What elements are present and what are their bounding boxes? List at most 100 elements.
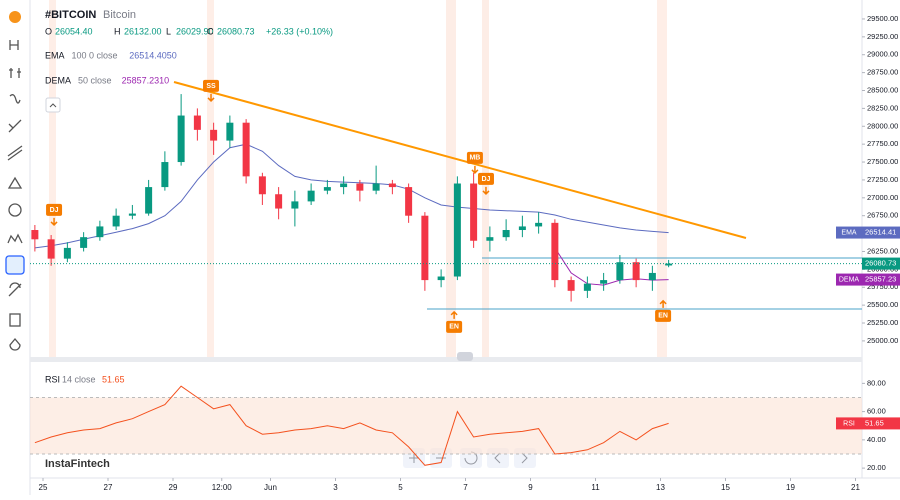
y-tick-label: 26250.00 <box>867 246 898 255</box>
y-tick-label: 25500.00 <box>867 300 898 309</box>
tool-icon[interactable] <box>7 176 23 189</box>
rsi-value: 51.65 <box>102 374 125 384</box>
rsi-band <box>30 397 862 454</box>
candle-body <box>63 247 71 259</box>
candle-body <box>405 187 413 216</box>
candle-body <box>356 183 364 191</box>
x-tick-label: 7 <box>463 483 468 492</box>
y-tick-label: 29500.00 <box>867 14 898 23</box>
y-tick-label: 25000.00 <box>867 336 898 345</box>
candle-body <box>567 280 575 291</box>
y-tick-label: 27000.00 <box>867 193 898 202</box>
y-tick-label: 27500.00 <box>867 157 898 166</box>
candle-body <box>470 183 478 241</box>
signal-arrow <box>482 186 490 195</box>
candle-body <box>486 237 494 241</box>
price-tag-name-bg <box>836 417 862 430</box>
candle-body <box>258 176 266 195</box>
signal-label: SS <box>206 83 216 90</box>
indicator-name: DEMA <box>45 75 71 85</box>
y-tick-label: 60.00 <box>867 407 886 416</box>
candle-body <box>161 162 169 188</box>
signal-box <box>466 151 483 164</box>
price-tag-name: DEMA <box>839 276 860 283</box>
candle-body <box>340 183 348 188</box>
price-tag-name: EMA <box>841 229 857 236</box>
candle-body <box>128 213 136 216</box>
candle-body <box>291 201 299 209</box>
logo[interactable] <box>9 11 21 23</box>
signal-label: EN <box>449 324 459 331</box>
tool-icon[interactable] <box>7 145 23 161</box>
tool-icon[interactable] <box>7 233 23 244</box>
candle-body <box>632 262 640 281</box>
x-tick-label: 19 <box>786 483 795 492</box>
candle-body <box>665 263 673 266</box>
y-tick-label: 28250.00 <box>867 103 898 112</box>
y-tick-label: 40.00 <box>867 435 886 444</box>
candle-body <box>193 115 201 130</box>
tool-icon[interactable] <box>9 313 21 327</box>
candle-body <box>551 222 559 281</box>
pane-handle[interactable] <box>457 352 473 361</box>
candle-body <box>226 122 234 141</box>
candle-body <box>47 239 55 259</box>
tool-icon[interactable] <box>5 255 25 275</box>
tool-icon[interactable] <box>9 94 21 104</box>
tool-icon[interactable] <box>8 203 22 217</box>
symbol: #BITCOIN <box>45 9 96 21</box>
rsi-name: RSI <box>45 374 60 384</box>
price-tag-bg <box>862 226 900 239</box>
ohlc-value: 26132.00 <box>124 26 162 36</box>
rsi-line <box>34 385 669 466</box>
y-tick-label: 28000.00 <box>867 121 898 130</box>
x-tick-label: 29 <box>169 483 178 492</box>
price-tag-bg <box>862 417 900 430</box>
x-tick-label: 25 <box>39 483 48 492</box>
candle-body <box>145 187 153 214</box>
signal-box <box>446 320 463 333</box>
price-tag-value: 26514.41 <box>865 228 896 237</box>
indicator-value: 26514.4050 <box>129 50 177 60</box>
price-tag-bg <box>862 273 900 286</box>
price-tag-value: 51.65 <box>865 418 884 427</box>
price-tag-bg <box>862 257 900 270</box>
y-tick-label: 25250.00 <box>867 318 898 327</box>
tool-icon[interactable] <box>9 337 21 351</box>
y-tick-label: 20.00 <box>867 463 886 472</box>
price-tag-value: 26080.73 <box>865 259 896 268</box>
signal-label: DJ <box>481 176 490 183</box>
candle-body <box>31 230 39 240</box>
tool-icon[interactable] <box>8 282 22 297</box>
candle-body <box>323 187 331 191</box>
candle-body <box>648 272 656 281</box>
signal-box <box>477 172 494 185</box>
y-tick-label: 80.00 <box>867 378 886 387</box>
trendline[interactable] <box>173 81 747 239</box>
ohlc-label: C <box>207 26 214 36</box>
x-tick-label: 12:00 <box>212 483 233 492</box>
candle-body <box>372 183 380 191</box>
y-tick-label: 26750.00 <box>867 211 898 220</box>
candle-body <box>600 280 608 284</box>
x-tick-label: 11 <box>591 483 600 492</box>
change: +26.33 (+0.10%) <box>266 26 333 36</box>
tool-icon[interactable] <box>9 68 21 78</box>
signal-box <box>203 79 220 92</box>
candle-body <box>535 222 543 227</box>
collapse-legend[interactable] <box>45 97 61 113</box>
candle-body <box>96 226 104 238</box>
y-tick-label: 29250.00 <box>867 32 898 41</box>
price-tag-name-bg <box>836 273 862 286</box>
x-tick-label: 27 <box>104 483 113 492</box>
tool-icon[interactable] <box>9 40 19 50</box>
watermark: InstaFintech <box>45 458 110 470</box>
ohlc-value: 26029.90 <box>176 26 214 36</box>
y-tick-label: 28500.00 <box>867 85 898 94</box>
rsi-params: 14 close <box>62 374 96 384</box>
ohlc-legend: O 26054.40 H 26132.00 L 26029.90C 26080.73 <box>45 26 255 36</box>
tool-icon[interactable] <box>8 119 22 133</box>
y-tick-label: 27750.00 <box>867 139 898 148</box>
ohlc-label: L <box>166 26 171 36</box>
